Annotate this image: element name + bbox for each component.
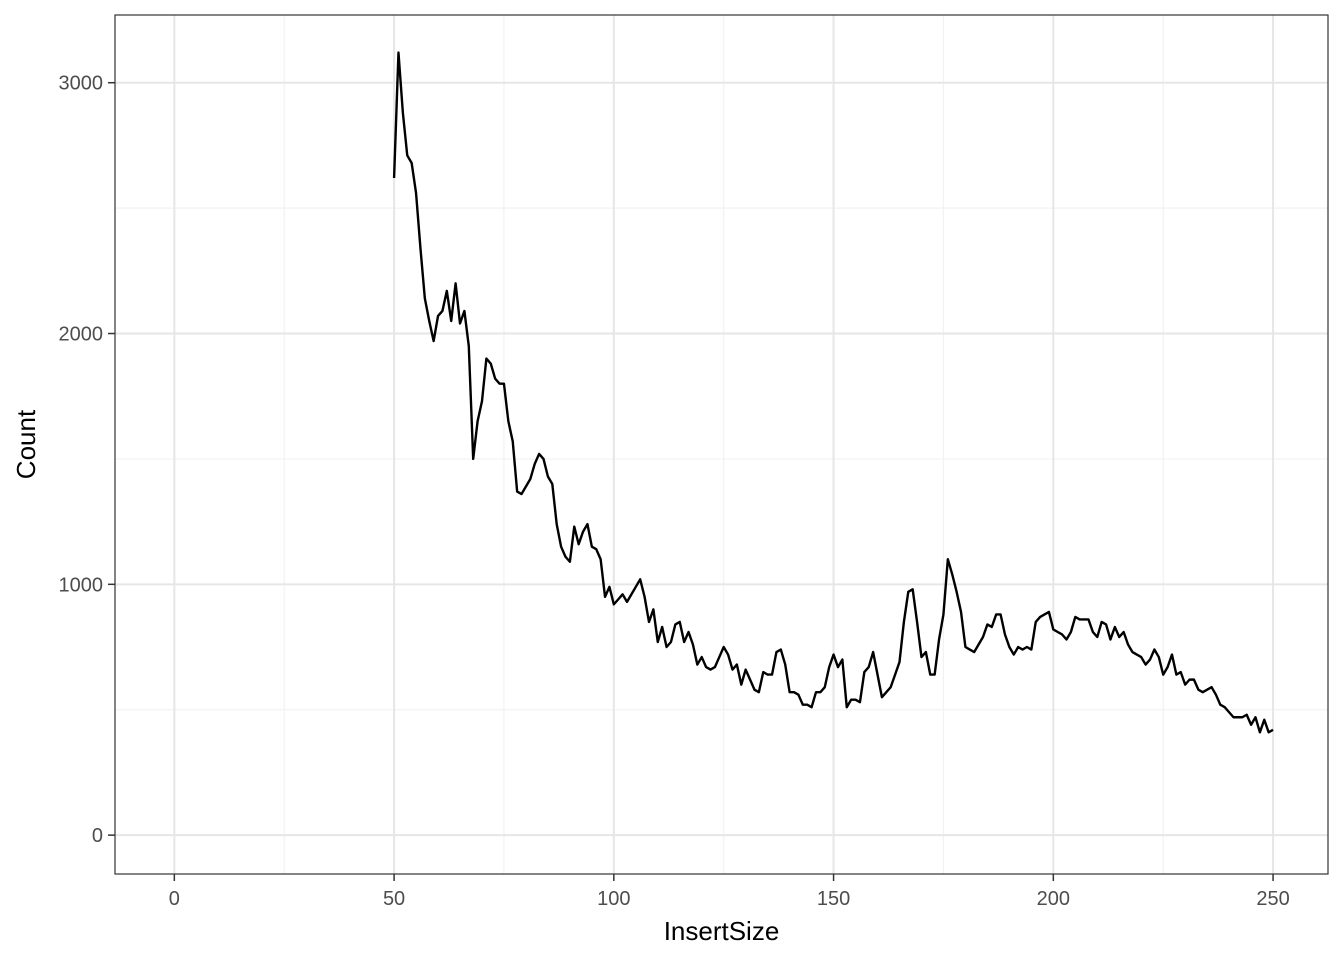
x-tick-label: 200 [1037,888,1070,910]
y-tick-label: 3000 [59,73,104,95]
axis-tick-labels: 0 50 100 150 200 250 0 1000 2000 3000 [59,73,1290,910]
x-tick-label: 150 [817,888,850,910]
y-tick-label: 1000 [59,574,104,596]
y-tick-label: 2000 [59,324,104,346]
series-layer [392,51,1274,734]
panel-border [114,14,1329,875]
x-tick-label: 250 [1256,888,1289,910]
y-tick-label: 0 [92,825,103,847]
x-tick-label: 50 [383,888,405,910]
minor-gridlines [115,15,1328,874]
y-axis-title: Count [11,409,41,479]
x-tick-label: 0 [169,888,180,910]
series-line [392,51,1274,734]
axis-ticks [108,81,1274,881]
major-gridlines [115,15,1328,874]
x-axis-title: InsertSize [664,916,780,946]
x-tick-label: 100 [597,888,630,910]
